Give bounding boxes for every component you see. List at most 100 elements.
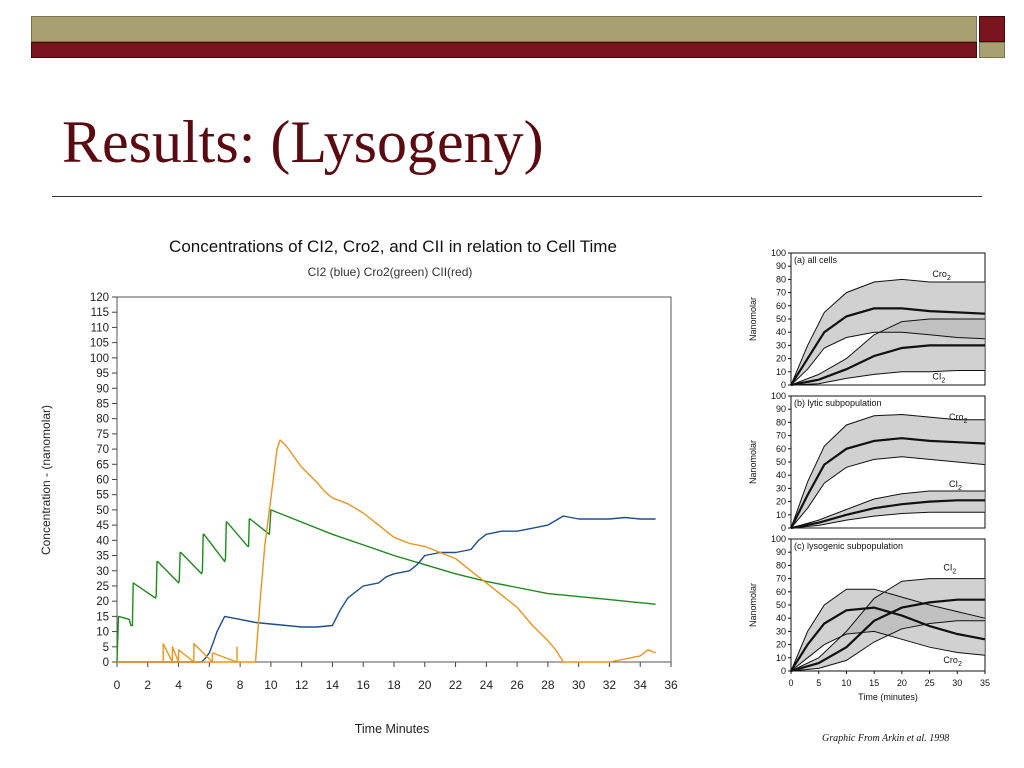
y-tick-label: 95	[96, 368, 109, 380]
panel-y-tick-label: 20	[776, 640, 786, 650]
panel-y-tick-label: 0	[781, 380, 786, 390]
y-tick-label: 15	[96, 611, 109, 623]
panel-y-tick-label: 10	[776, 510, 786, 520]
header-olive-bar	[31, 16, 977, 42]
figure-x-tick-label: 10	[841, 678, 851, 688]
y-tick-label: 65	[96, 459, 109, 471]
x-tick-label: 6	[206, 678, 213, 692]
x-tick-label: 20	[418, 678, 432, 692]
panel-label: (a) all cells	[794, 255, 838, 265]
panel-series-line	[790, 413, 985, 529]
y-tick-label: 100	[90, 353, 109, 365]
cii-series-line	[117, 439, 656, 663]
y-tick-label: 10	[96, 627, 109, 639]
series-annotation: Cro2	[943, 655, 962, 668]
panel-label: (c) lysogenic subpopulation	[794, 541, 903, 551]
panel-series-line	[790, 598, 985, 673]
panel-y-tick-label: 70	[776, 288, 786, 298]
panel-label: (b) lytic subpopulation	[794, 398, 882, 408]
series-annotation: CI2	[932, 372, 945, 385]
panel-y-tick-label: 90	[776, 404, 786, 414]
header-corner-olive-square	[979, 42, 1005, 58]
panel-y-tick-label: 80	[776, 274, 786, 284]
panel-series-line	[790, 344, 985, 387]
slide-title: Results: (Lysogeny)	[62, 109, 544, 175]
figure-x-tick-label: 30	[952, 678, 962, 688]
panel-y-axis-label: Nanomolar	[748, 297, 758, 341]
y-tick-label: 45	[96, 520, 109, 532]
panel-series-line	[790, 588, 986, 672]
panel-y-tick-label: 60	[776, 587, 786, 597]
x-axis-label: Time Minutes	[355, 722, 430, 736]
panel-y-tick-label: 10	[776, 653, 786, 663]
figure-x-tick-label: 15	[869, 678, 879, 688]
panel-series-line	[790, 511, 985, 529]
x-tick-label: 10	[264, 678, 278, 692]
chart-subtitle: CI2 (blue) Cro2(green) CII(red)	[308, 265, 473, 279]
panel-y-tick-label: 80	[776, 417, 786, 427]
figure-x-tick-label: 35	[980, 678, 990, 688]
panel-y-tick-label: 50	[776, 314, 786, 324]
figure-x-tick-label: 20	[897, 678, 907, 688]
panel-y-tick-label: 30	[776, 483, 786, 493]
panel-y-tick-label: 30	[776, 340, 786, 350]
panel-series-line	[790, 606, 986, 672]
panel-series-line	[790, 490, 985, 529]
panel-y-tick-label: 0	[781, 666, 786, 676]
series-annotation: CI2	[943, 563, 956, 576]
panel-y-tick-label: 70	[776, 431, 786, 441]
panel-y-tick-label: 40	[776, 470, 786, 480]
header-maroon-bar	[31, 42, 977, 58]
panel-y-tick-label: 70	[776, 574, 786, 584]
panel-series-line	[790, 307, 986, 386]
x-tick-label: 24	[480, 678, 494, 692]
panel-y-tick-label: 100	[771, 248, 786, 258]
panel-series-line	[790, 437, 986, 529]
panel-series-line	[790, 278, 985, 386]
panel-y-tick-label: 90	[776, 547, 786, 557]
y-tick-label: 60	[96, 475, 109, 487]
y-tick-label: 50	[96, 505, 109, 517]
panel-y-tick-label: 80	[776, 560, 786, 570]
y-tick-label: 20	[96, 596, 109, 608]
panel-y-tick-label: 10	[776, 367, 786, 377]
panel-y-tick-label: 60	[776, 444, 786, 454]
series-annotation: Cro2	[932, 269, 951, 282]
y-tick-label: 90	[96, 383, 109, 395]
cro2-series-line	[116, 509, 656, 663]
x-tick-label: 14	[326, 678, 340, 692]
series-annotation: Cro2	[949, 412, 968, 425]
panel-y-axis-label: Nanomolar	[748, 440, 758, 484]
y-tick-label: 55	[96, 490, 109, 502]
x-tick-label: 18	[387, 678, 401, 692]
panel-y-tick-label: 50	[776, 457, 786, 467]
y-tick-label: 105	[90, 338, 109, 350]
y-tick-label: 35	[96, 551, 109, 563]
x-tick-label: 26	[510, 678, 524, 692]
y-tick-label: 120	[90, 292, 109, 304]
x-tick-label: 4	[175, 678, 182, 692]
figure-x-tick-label: 5	[816, 678, 821, 688]
y-tick-label: 85	[96, 398, 109, 410]
variance-band	[791, 414, 985, 528]
y-tick-label: 110	[91, 322, 109, 334]
cii-early-spikes	[162, 643, 238, 663]
y-axis-label: Concentration - (nanomolar)	[39, 405, 53, 555]
figure-x-tick-label: 0	[788, 678, 793, 688]
y-tick-label: 0	[103, 657, 109, 669]
y-tick-label: 40	[96, 535, 109, 547]
x-tick-label: 34	[634, 678, 648, 692]
x-tick-label: 0	[114, 678, 121, 692]
panel-y-tick-label: 20	[776, 497, 786, 507]
panel-y-tick-label: 100	[771, 534, 786, 544]
x-tick-label: 8	[237, 678, 244, 692]
x-tick-label: 2	[144, 678, 151, 692]
x-tick-label: 28	[541, 678, 555, 692]
variance-band	[791, 589, 985, 671]
chart-title: Concentrations of CI2, Cro2, and CII in …	[169, 237, 617, 256]
x-tick-label: 30	[572, 678, 586, 692]
panel-y-tick-label: 20	[776, 354, 786, 364]
y-tick-label: 30	[96, 566, 109, 578]
x-tick-label: 16	[357, 678, 371, 692]
